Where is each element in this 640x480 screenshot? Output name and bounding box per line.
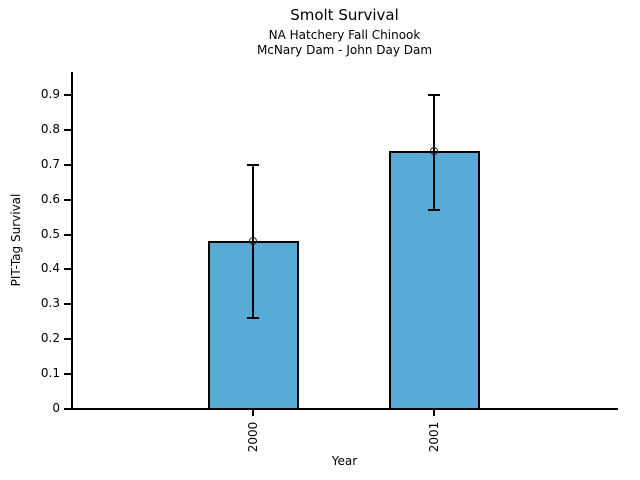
error-cap-bottom-2001: [428, 209, 440, 212]
y-axis-tick: [64, 198, 71, 201]
x-axis-tick: [433, 410, 435, 416]
y-axis-tick: [64, 303, 71, 306]
y-axis-tick: [64, 93, 71, 96]
point-marker-2001: [430, 146, 438, 155]
y-tick-label: 0.8: [40, 121, 60, 136]
x-axis-line: [71, 408, 618, 410]
point-marker-2000: [249, 237, 257, 246]
x-tick-label-2001: 2001: [427, 421, 441, 453]
chart-subtitle-line1: NA Hatchery Fall Chinook: [268, 27, 421, 42]
x-axis-tick: [252, 410, 254, 416]
y-tick-label: 0.9: [40, 86, 60, 101]
chart-subtitle-line2: McNary Dam - John Day Dam: [256, 42, 433, 57]
y-tick-label: 0.6: [40, 191, 60, 206]
y-axis-tick: [64, 373, 71, 376]
error-cap-top-2000: [247, 163, 259, 166]
chart-title: Smolt Survival: [290, 6, 399, 24]
y-tick-label: 0.7: [40, 156, 60, 171]
y-axis-tick: [64, 163, 71, 166]
y-tick-label: 0.5: [40, 226, 60, 241]
y-axis-tick: [64, 233, 71, 236]
y-tick-label: 0: [52, 401, 60, 415]
y-tick-label: 0.4: [40, 261, 60, 276]
y-axis-tick: [64, 338, 71, 341]
x-tick-label-2000: 2000: [246, 421, 260, 453]
y-axis-tick: [64, 128, 71, 131]
y-axis-line: [71, 72, 73, 410]
y-tick-label: 0.1: [40, 366, 60, 381]
error-cap-top-2001: [428, 93, 440, 96]
x-axis-title: Year: [331, 454, 358, 468]
error-cap-bottom-2000: [247, 317, 259, 320]
y-tick-label: 0.2: [40, 331, 60, 346]
y-axis-tick: [64, 268, 71, 271]
chart-header: Smolt Survival NA Hatchery Fall Chinook …: [72, 6, 617, 58]
y-tick-label: 0.3: [40, 296, 60, 311]
y-axis-tick: [64, 408, 71, 410]
